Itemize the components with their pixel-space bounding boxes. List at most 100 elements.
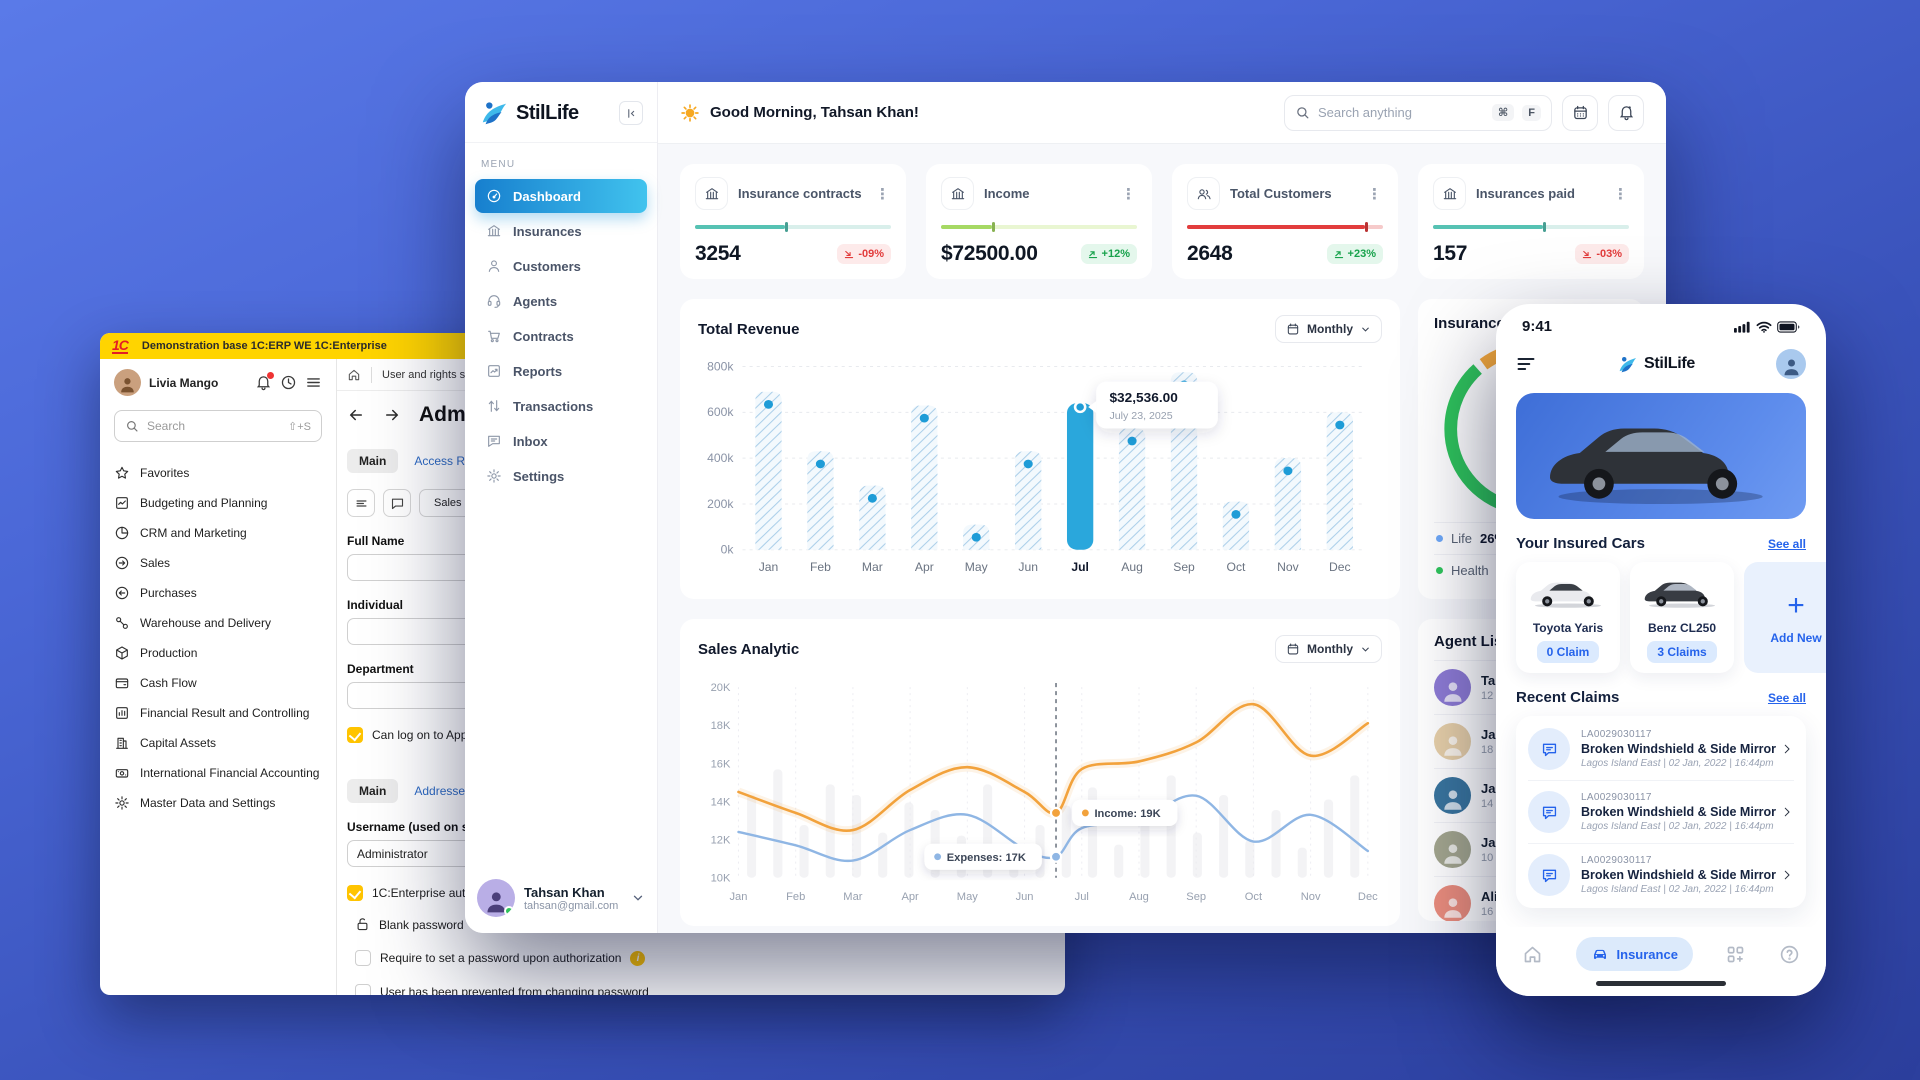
claim-item[interactable]: LA0029030117 Broken Windshield & Side Mir… bbox=[1528, 781, 1794, 844]
kebab-menu-icon[interactable]: ⋮ bbox=[1367, 185, 1383, 203]
erp-sidebar-item-label: CRM and Marketing bbox=[140, 526, 247, 540]
comment-button[interactable] bbox=[383, 489, 411, 517]
hamburger-menu-icon[interactable] bbox=[305, 374, 322, 391]
chevron-down-icon[interactable] bbox=[631, 891, 645, 905]
claim-item[interactable]: LA0029030117 Broken Windshield & Side Mir… bbox=[1528, 844, 1794, 906]
agent-list-item[interactable]: Jah 14 S bbox=[1434, 769, 1628, 823]
sidebar-item-label: Reports bbox=[513, 363, 563, 379]
svg-text:Mar: Mar bbox=[843, 891, 862, 903]
agent-list-item[interactable]: Tal 12 S bbox=[1434, 661, 1628, 715]
sidebar-collapse-button[interactable] bbox=[619, 101, 643, 125]
home-icon[interactable] bbox=[347, 368, 361, 382]
revenue-period-value: Monthly bbox=[1307, 322, 1353, 336]
stat-card-insurance-contracts: Insurance contracts ⋮ 3254 -09% bbox=[680, 164, 906, 279]
phone-user-avatar[interactable] bbox=[1776, 349, 1806, 379]
sidebar-item-label: Settings bbox=[513, 468, 565, 484]
erp-tab-main-2[interactable]: Main bbox=[347, 779, 399, 803]
sidebar-item-settings[interactable]: Settings bbox=[475, 459, 647, 493]
sidebar-item-agents[interactable]: Agents bbox=[475, 284, 647, 318]
history-clock-icon[interactable] bbox=[280, 374, 297, 391]
insurance-tab[interactable]: Insurance bbox=[1575, 937, 1693, 971]
insured-cars-see-all-link[interactable]: See all bbox=[1767, 537, 1806, 551]
notifications-bell-icon[interactable] bbox=[255, 372, 274, 391]
home-tab-icon[interactable] bbox=[1522, 944, 1543, 965]
erp-sidebar-item-favorites[interactable]: Favorites bbox=[114, 458, 322, 488]
greeting-text: Good Morning, Tahsan Khan! bbox=[710, 104, 919, 121]
list-menu-button[interactable] bbox=[347, 489, 375, 517]
prevented-checkbox[interactable] bbox=[355, 984, 371, 995]
enterprise-auth-checkbox[interactable] bbox=[347, 885, 363, 901]
sidebar-item-contracts[interactable]: Contracts bbox=[475, 319, 647, 353]
total-revenue-panel: Total Revenue Monthly 800k 600k 400k 200k 0k… bbox=[680, 299, 1400, 599]
erp-window-title: Demonstration base 1C:ERP WE 1C:Enterpri… bbox=[141, 340, 387, 352]
sidebar-item-inbox[interactable]: Inbox bbox=[475, 424, 647, 458]
svg-text:600k: 600k bbox=[707, 405, 733, 419]
car-card-toyota-yaris[interactable]: Toyota Yaris 0 Claim bbox=[1516, 562, 1620, 673]
sidebar-item-label: Dashboard bbox=[513, 188, 581, 204]
erp-user-avatar[interactable] bbox=[114, 369, 141, 396]
car-card-benz-cl250[interactable]: Benz CL250 3 Claims bbox=[1630, 562, 1734, 673]
erp-sidebar-item-sales[interactable]: Sales bbox=[114, 548, 322, 578]
sidebar-item-label: Customers bbox=[513, 258, 581, 274]
can-log-on-checkbox[interactable] bbox=[347, 727, 363, 743]
notifications-button[interactable] bbox=[1608, 94, 1644, 131]
info-icon[interactable]: i bbox=[630, 950, 646, 966]
erp-sidebar-item-warehouse-and-delivery[interactable]: Warehouse and Delivery bbox=[114, 608, 322, 638]
chevron-down-icon bbox=[1360, 324, 1371, 335]
add-new-car-button[interactable]: + Add New bbox=[1744, 562, 1826, 673]
require-password-label: Require to set a password upon authoriza… bbox=[380, 951, 622, 965]
erp-sidebar-item-purchases[interactable]: Purchases bbox=[114, 578, 322, 608]
stat-progress-bar bbox=[695, 222, 891, 232]
recent-claims-see-all-link[interactable]: See all bbox=[1767, 691, 1806, 705]
list-icon bbox=[354, 496, 369, 511]
dashboard-header: Good Morning, Tahsan Khan! Search anythi… bbox=[658, 82, 1666, 144]
erp-tab-main[interactable]: Main bbox=[347, 449, 399, 473]
sidebar-item-customers[interactable]: Customers bbox=[475, 249, 647, 283]
claim-item[interactable]: LA0029030117 Broken Windshield & Side Mir… bbox=[1528, 718, 1794, 781]
help-icon[interactable] bbox=[1779, 944, 1800, 965]
sidebar-item-insurances[interactable]: Insurances bbox=[475, 214, 647, 248]
sidebar-item-dashboard[interactable]: Dashboard bbox=[475, 179, 647, 213]
erp-sidebar-item-cash-flow[interactable]: Cash Flow bbox=[114, 668, 322, 698]
cmd-key: ⌘ bbox=[1492, 104, 1515, 121]
search-anything-input[interactable]: Search anything ⌘ F bbox=[1284, 94, 1552, 131]
total-revenue-bar-chart[interactable]: 800k 600k 400k 200k 0k Jan Feb Mar Apr May Jun Jul A… bbox=[698, 347, 1382, 581]
erp-sidebar-item-production[interactable]: Production bbox=[114, 638, 322, 668]
kebab-menu-icon[interactable]: ⋮ bbox=[1121, 185, 1137, 203]
agent-list-item[interactable]: Ali 16 S bbox=[1434, 877, 1628, 921]
stat-value: 157 bbox=[1433, 242, 1468, 265]
svg-text:Jul: Jul bbox=[1075, 891, 1089, 903]
kebab-menu-icon[interactable]: ⋮ bbox=[1613, 185, 1629, 203]
sidebar-item-transactions[interactable]: Transactions bbox=[475, 389, 647, 423]
revenue-period-dropdown[interactable]: Monthly bbox=[1275, 315, 1382, 343]
pie-icon bbox=[114, 525, 130, 541]
svg-text:Aug: Aug bbox=[1129, 891, 1149, 903]
svg-text:May: May bbox=[965, 560, 988, 574]
car-icon bbox=[1591, 945, 1609, 963]
stats-row: Insurance contracts ⋮ 3254 -09% Income ⋮ $7250… bbox=[680, 164, 1644, 279]
svg-text:18K: 18K bbox=[711, 720, 731, 732]
sidebar-item-label: Inbox bbox=[513, 433, 548, 449]
erp-search-input[interactable]: Search ⇧+S bbox=[114, 410, 322, 442]
calendar-button[interactable] bbox=[1562, 94, 1598, 131]
svg-text:Oct: Oct bbox=[1245, 891, 1262, 903]
kebab-menu-icon[interactable]: ⋮ bbox=[875, 185, 891, 203]
sales-period-dropdown[interactable]: Monthly bbox=[1275, 635, 1382, 663]
headset-icon bbox=[486, 293, 502, 309]
apps-grid-icon[interactable] bbox=[1725, 944, 1746, 965]
erp-sidebar-item-financial-result-and-controlling[interactable]: Financial Result and Controlling bbox=[114, 698, 322, 728]
sales-analytic-line-chart[interactable]: Jan Feb Mar Apr May Jun Jul Aug Sep Oct Nov Dec 20K 1… bbox=[698, 667, 1382, 908]
erp-sidebar-item-master-data-and-settings[interactable]: Master Data and Settings bbox=[114, 788, 322, 818]
erp-sidebar-item-international-financial-accounting[interactable]: International Financial Accounting bbox=[114, 758, 322, 788]
trendbox-icon bbox=[114, 495, 130, 511]
sidebar-item-reports[interactable]: Reports bbox=[475, 354, 647, 388]
erp-sidebar-item-crm-and-marketing[interactable]: CRM and Marketing bbox=[114, 518, 322, 548]
back-arrow-icon[interactable] bbox=[347, 406, 365, 424]
require-password-checkbox[interactable] bbox=[355, 950, 371, 966]
svg-text:Jun: Jun bbox=[1018, 560, 1038, 574]
sidebar-profile[interactable]: Tahsan Khan tahsan@gmail.com bbox=[465, 865, 657, 933]
forward-arrow-icon[interactable] bbox=[383, 406, 401, 424]
erp-sidebar-item-capital-assets[interactable]: Capital Assets bbox=[114, 728, 322, 758]
hamburger-menu-icon[interactable] bbox=[1516, 355, 1536, 373]
erp-sidebar-item-budgeting-and-planning[interactable]: Budgeting and Planning bbox=[114, 488, 322, 518]
